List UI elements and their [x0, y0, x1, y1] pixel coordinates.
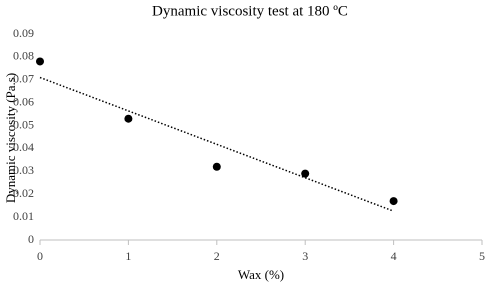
y-tick-label: 0.02: [13, 186, 34, 200]
x-axis-title: Wax (%): [238, 267, 284, 282]
y-tick-label: 0.03: [13, 163, 34, 177]
point: [212, 162, 221, 171]
trendline: [39, 76, 394, 212]
y-axis-title: Dynamic viscosity (Pa.s): [3, 73, 18, 203]
x-tick-label: 4: [391, 249, 397, 263]
y-tick-label: 0.08: [13, 49, 34, 63]
y-tick-label: 0.07: [13, 72, 34, 86]
point: [124, 114, 133, 123]
point: [301, 169, 310, 178]
x-tick-label: 3: [302, 249, 308, 263]
chart-title: Dynamic viscosity test at 180 ºC: [152, 3, 348, 19]
point: [389, 197, 398, 206]
x-tick-label: 1: [125, 249, 131, 263]
y-tick-label: 0: [28, 232, 34, 246]
x-tick-label: 2: [214, 249, 220, 263]
y-tick-label: 0.04: [13, 140, 34, 154]
y-tick-label: 0.09: [13, 26, 34, 40]
y-tick-label: 0.01: [13, 209, 34, 223]
point: [36, 57, 44, 66]
x-tick-label: 0: [37, 249, 43, 263]
y-tick-label: 0.05: [13, 117, 34, 131]
x-tick-label: 5: [479, 249, 485, 263]
y-tick-label: 0.06: [13, 94, 34, 108]
